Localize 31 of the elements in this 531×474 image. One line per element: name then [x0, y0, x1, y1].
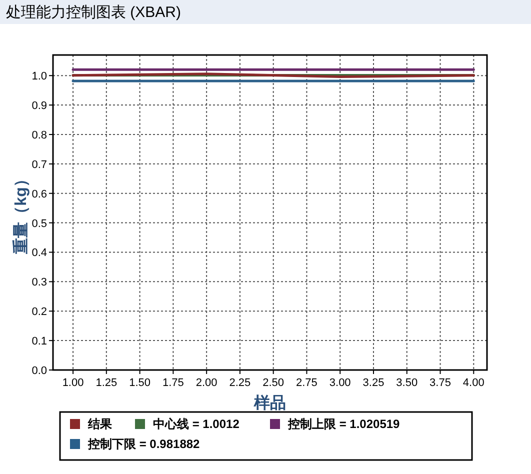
y-tick-label: 0.3	[32, 276, 47, 289]
title: 处理能力控制图表 (XBAR)	[6, 4, 182, 21]
x-tick-label: 2.25	[229, 377, 251, 389]
x-axis-title: 样品	[253, 394, 286, 412]
y-tick-label: 0.7	[32, 158, 47, 171]
y-tick-label: 0.6	[32, 188, 47, 200]
y-tick-label: 0.2	[32, 306, 47, 318]
x-tick-label: 2.00	[196, 377, 218, 389]
x-tick-label: 3.75	[430, 377, 451, 389]
x-tick-label: 3.25	[362, 377, 384, 389]
y-tick-label: 0.5	[32, 218, 47, 230]
x-tick-label: 3.50	[396, 377, 418, 389]
legend-label: 控制上限 = 1.020519	[287, 417, 400, 431]
y-tick-label: 0.0	[32, 365, 47, 377]
y-tick-label: 0.1	[32, 336, 47, 348]
x-tick-label: 4.00	[462, 377, 484, 389]
y-tick-label: 0.9	[32, 100, 47, 112]
y-tick-label: 0.8	[32, 129, 47, 142]
legend-label: 结果	[87, 417, 113, 431]
y-tick-label: 1.0	[32, 70, 47, 83]
x-tick-label: 1.50	[129, 377, 151, 389]
y-axis-title: 重量（kg）	[12, 171, 30, 255]
x-tick-label: 1.75	[162, 377, 184, 389]
x-tick-label: 1.25	[96, 377, 118, 389]
legend-label: 中心线 = 1.0012	[153, 417, 240, 431]
y-tick-label: 0.4	[32, 247, 47, 260]
x-tick-label: 2.50	[262, 377, 284, 389]
x-tick-label: 3.00	[329, 377, 351, 389]
x-tick-label: 1.00	[62, 377, 84, 389]
x-tick-label: 2.75	[296, 377, 318, 389]
legend-label: 控制下限 = 0.981882	[87, 437, 200, 451]
